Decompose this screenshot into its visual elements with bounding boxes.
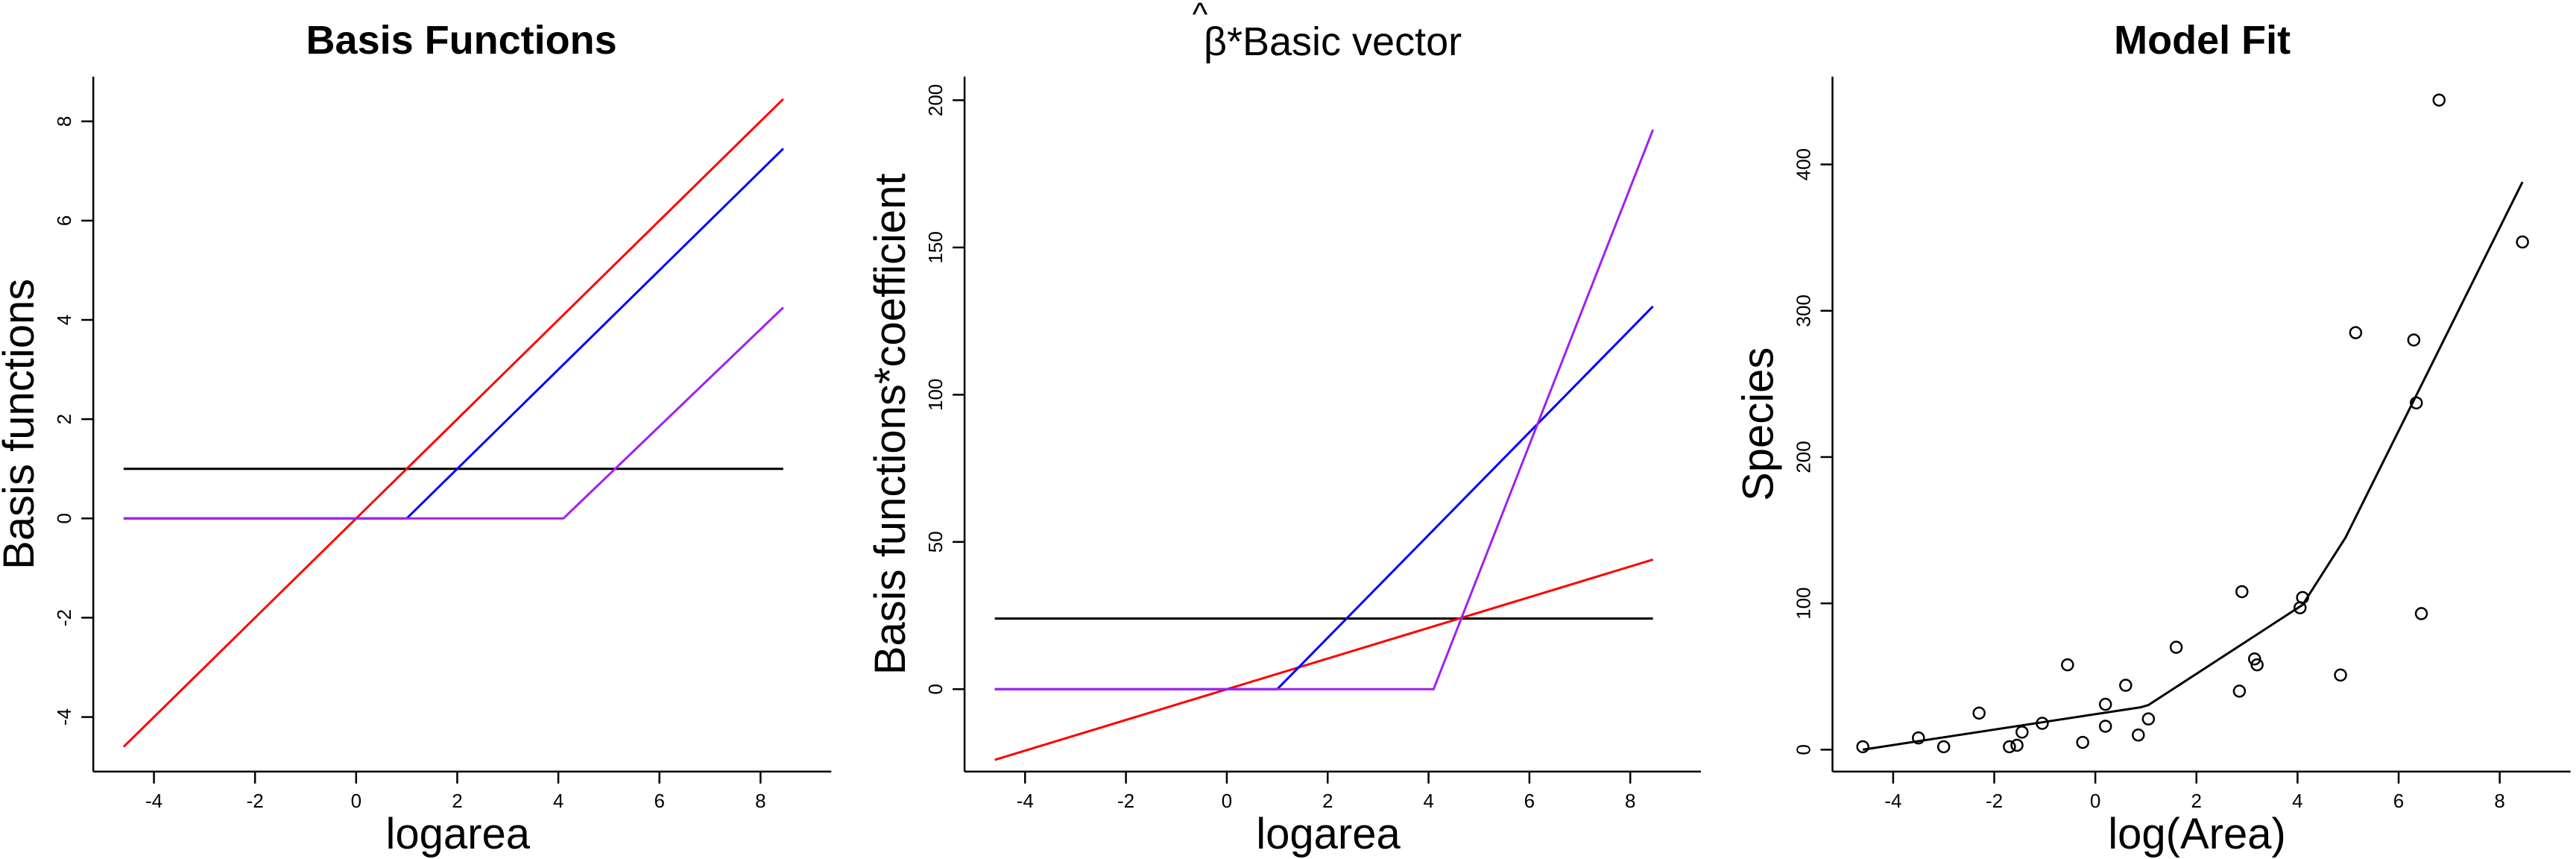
data-point xyxy=(2432,93,2446,107)
data-point xyxy=(2132,729,2145,742)
beta-hat-symbol: β xyxy=(1204,19,1227,64)
y-tick-label: 150 xyxy=(924,231,947,263)
y-tick-label: -2 xyxy=(53,609,75,626)
series-line-logarea-coef xyxy=(994,558,1654,761)
y-tick-label: 400 xyxy=(1793,148,1815,180)
y-tick-label: 100 xyxy=(1793,587,1815,619)
data-point xyxy=(2250,658,2264,672)
series-line-hinge1-coef xyxy=(994,305,1654,690)
x-tick-label: 2 xyxy=(2191,790,2202,812)
data-point xyxy=(2098,720,2112,733)
data-point xyxy=(2015,726,2029,739)
y-axis-label: Species xyxy=(1734,347,1783,501)
data-point xyxy=(2003,740,2016,754)
data-point xyxy=(2169,641,2183,654)
x-tick-label: 4 xyxy=(1423,790,1433,812)
data-point xyxy=(1856,740,1869,754)
data-point xyxy=(2036,717,2049,730)
data-point xyxy=(1936,740,1951,754)
chart-title: β*Basic vector xyxy=(1204,19,1462,64)
chart-title: Basis Functions xyxy=(306,18,617,63)
x-tick-label: 8 xyxy=(755,790,765,812)
x-tick-label: 0 xyxy=(1222,790,1232,812)
hat-accent: ^ xyxy=(1193,0,1208,33)
x-tick-label: -4 xyxy=(1884,790,1901,812)
data-point xyxy=(2414,607,2428,620)
series-line-logarea xyxy=(122,98,784,748)
x-tick-label: 6 xyxy=(1524,790,1535,812)
x-tick-label: 6 xyxy=(654,790,664,812)
data-point xyxy=(2232,685,2247,698)
x-axis-label: logarea xyxy=(385,810,530,858)
y-tick-label: 0 xyxy=(1793,744,1815,755)
data-point xyxy=(2119,679,2133,692)
x-tick-label: -2 xyxy=(1117,790,1134,812)
x-tick-label: 2 xyxy=(1322,790,1333,812)
y-tick-label: 100 xyxy=(924,379,947,411)
series-line-hinge-at-4-1 xyxy=(123,306,784,520)
x-tick-label: 2 xyxy=(452,790,462,812)
x-tick-label: 8 xyxy=(2494,790,2504,812)
data-point xyxy=(2349,326,2363,339)
y-tick-label: 6 xyxy=(53,215,75,226)
x-tick-label: -4 xyxy=(145,790,162,812)
y-tick-label: 8 xyxy=(53,116,75,126)
x-tick-label: 4 xyxy=(553,790,564,812)
y-axis-label: Basis functions*coefficient xyxy=(866,173,915,675)
x-tick-label: 0 xyxy=(351,790,362,812)
x-tick-label: -2 xyxy=(247,790,264,812)
y-tick-label: 300 xyxy=(1793,295,1815,327)
x-axis-label: log(Area) xyxy=(2108,810,2286,858)
data-point xyxy=(2061,658,2074,672)
x-tick-label: 6 xyxy=(2393,790,2404,812)
x-tick-label: 4 xyxy=(2292,790,2302,812)
x-tick-label: -4 xyxy=(1017,790,1034,812)
data-point xyxy=(2235,585,2249,599)
y-tick-label: 50 xyxy=(924,531,947,553)
x-axis-label: logarea xyxy=(1256,810,1401,858)
data-point xyxy=(2410,396,2423,410)
panel-basis-functions: -4 -2 0 2 4 6 8 -4 -2 0 2 4 6 8 Basis Functions logarea… xyxy=(0,18,832,858)
data-point xyxy=(2296,591,2309,605)
x-tick-label: 0 xyxy=(2090,790,2100,812)
data-point xyxy=(2010,738,2024,752)
y-tick-label: 200 xyxy=(924,84,947,116)
data-point xyxy=(1912,731,1925,745)
panel-model-fit: -4 -2 0 2 4 6 8 0 100 200 300 400 Model Fit log(Area)… xyxy=(1734,18,2571,858)
data-point xyxy=(2516,235,2529,249)
data-point xyxy=(2248,652,2261,666)
y-tick-label: 0 xyxy=(924,684,947,694)
data-point xyxy=(2334,668,2347,682)
y-axis-label: Basis functions xyxy=(0,279,43,570)
y-tick-label: 2 xyxy=(53,414,75,424)
x-tick-label: -2 xyxy=(1986,790,2003,812)
data-point xyxy=(1972,706,1986,720)
y-tick-label: 200 xyxy=(1793,441,1815,473)
y-tick-label: 4 xyxy=(53,315,75,325)
data-point xyxy=(2141,712,2156,726)
data-point xyxy=(2407,333,2421,347)
y-tick-label: 0 xyxy=(53,513,75,523)
panel-beta-basic-vector: -4 -2 0 2 4 6 8 0 50 100 150 200 β*Basic vector^ loga… xyxy=(866,0,1701,858)
y-tick-label: -4 xyxy=(53,708,75,726)
fit-line xyxy=(1862,181,2524,751)
chart-title: Model Fit xyxy=(2114,18,2291,63)
data-point xyxy=(2098,697,2112,711)
series-line-hinge2-coef xyxy=(994,129,1655,690)
series-line-hinge-at-1 xyxy=(123,148,784,520)
data-point xyxy=(2076,735,2089,749)
x-tick-label: 8 xyxy=(1625,790,1635,812)
